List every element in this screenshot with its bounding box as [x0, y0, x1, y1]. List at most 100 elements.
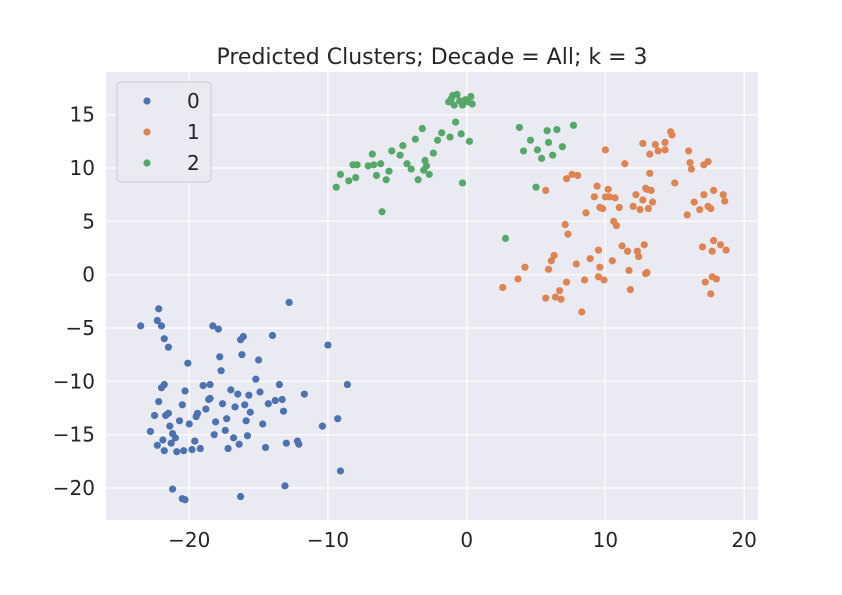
scatter-point — [594, 246, 603, 254]
scatter-point — [612, 222, 621, 230]
scatter-point — [256, 388, 264, 396]
scatter-point — [181, 387, 189, 395]
scatter-point — [364, 162, 372, 170]
x-tick-label: 20 — [731, 528, 756, 552]
scatter-point — [690, 198, 698, 206]
y-tick-label: 15 — [70, 103, 95, 127]
scatter-point — [526, 136, 535, 144]
scatter-point — [564, 230, 572, 238]
scatter-point — [199, 382, 207, 390]
scatter-point — [468, 100, 476, 108]
scatter-point — [710, 186, 718, 194]
scatter-point — [640, 241, 648, 249]
scatter-point — [582, 209, 590, 217]
scatter-point — [178, 495, 186, 503]
scatter-point — [191, 437, 199, 445]
scatter-point — [596, 263, 604, 271]
scatter-point — [243, 432, 252, 440]
scatter-point — [231, 403, 239, 411]
scatter-point — [178, 401, 186, 409]
scatter-point — [171, 434, 179, 442]
scatter-point — [457, 130, 465, 138]
scatter-point — [281, 482, 289, 490]
scatter-point — [433, 136, 442, 144]
scatter-point — [586, 255, 594, 263]
scatter-point — [239, 332, 247, 341]
scatter-point — [458, 179, 467, 187]
scatter-point — [562, 278, 571, 286]
scatter-point — [216, 353, 224, 361]
scatter-point — [368, 150, 376, 158]
scatter-point — [700, 191, 708, 199]
scatter-point — [153, 316, 161, 325]
scatter-point — [411, 135, 419, 143]
scatter-point — [646, 169, 654, 177]
scatter-point — [514, 275, 522, 283]
scatter-point — [217, 367, 225, 375]
scatter-point — [166, 422, 174, 430]
scatter-point — [707, 204, 715, 213]
scatter-point — [446, 133, 454, 141]
scatter-point — [544, 138, 553, 146]
scatter-point — [644, 204, 653, 213]
scatter-point — [646, 150, 654, 158]
scatter-point — [160, 380, 168, 389]
scatter-point — [336, 170, 345, 178]
scatter-point — [593, 182, 601, 190]
scatter-point — [532, 183, 540, 191]
legend-label: 2 — [187, 151, 200, 175]
x-axis-ticks: −20 −10 0 10 20 — [168, 528, 757, 552]
scatter-point — [556, 287, 564, 295]
scatter-point — [537, 154, 546, 162]
scatter-point — [214, 325, 222, 333]
scatter-point — [227, 386, 235, 394]
scatter-point — [615, 203, 623, 212]
scatter-point — [626, 286, 634, 294]
scatter-point — [449, 91, 457, 100]
series-1 — [499, 128, 730, 316]
scatter-point — [238, 351, 246, 359]
scatter-point — [268, 331, 277, 340]
scatter-point — [282, 439, 290, 447]
scatter-point — [698, 243, 707, 251]
scatter-point — [353, 161, 361, 169]
scatter-point — [578, 308, 586, 316]
legend-marker — [143, 97, 151, 105]
scatter-point — [542, 294, 550, 302]
scatter-point — [264, 400, 272, 408]
data-points — [137, 90, 730, 504]
scatter-point — [160, 447, 168, 455]
scatter-point — [414, 176, 422, 184]
scatter-point — [388, 147, 396, 155]
scatter-point — [137, 322, 145, 330]
scatter-point — [285, 298, 293, 306]
scatter-point — [429, 149, 437, 157]
scatter-point — [188, 446, 196, 454]
scatter-point — [407, 165, 415, 173]
scatter-point — [661, 146, 669, 154]
scatter-point — [547, 257, 555, 265]
scatter-point — [465, 137, 474, 145]
scatter-point — [661, 138, 669, 146]
scatter-point — [543, 127, 551, 135]
scatter-point — [206, 394, 214, 402]
scatter-point — [261, 443, 270, 452]
scatter-point — [708, 247, 716, 255]
scatter-point — [624, 247, 632, 255]
scatter-point — [683, 211, 691, 219]
scatter-point — [164, 409, 173, 417]
scatter-point — [334, 415, 342, 423]
scatter-point — [632, 191, 640, 199]
scatter-point — [643, 268, 651, 277]
scatter-point — [712, 275, 720, 283]
scatter-point — [396, 151, 404, 159]
scatter-point — [604, 185, 612, 193]
scatter-point — [372, 171, 381, 180]
scatter-point — [568, 170, 576, 178]
scatter-point — [399, 142, 407, 150]
scatter-point — [230, 434, 238, 442]
scatter-point — [235, 440, 243, 448]
scatter-point — [639, 139, 647, 148]
scatter-point — [569, 121, 578, 129]
scatter-point — [553, 126, 561, 134]
